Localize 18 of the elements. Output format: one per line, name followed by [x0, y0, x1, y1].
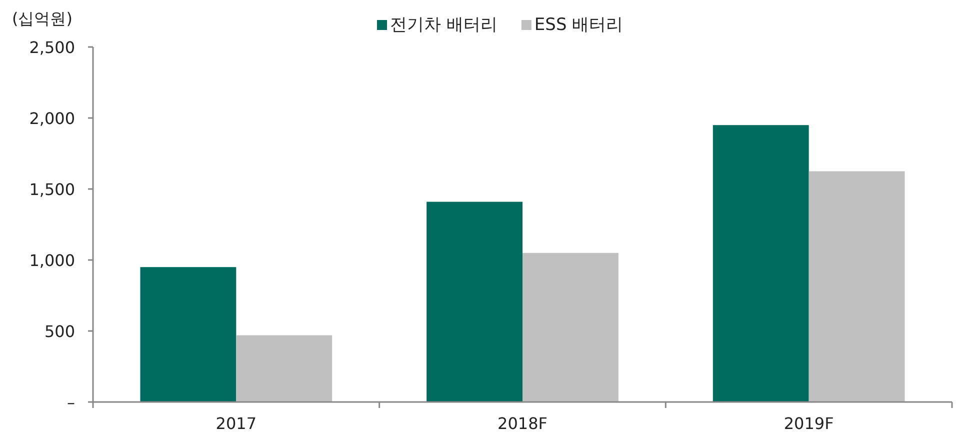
bar	[426, 202, 522, 402]
x-tick-label: 2017	[216, 414, 257, 432]
bar	[808, 171, 905, 402]
y-tick-label: 1,500	[29, 180, 75, 199]
x-tick-label: 2019F	[784, 414, 834, 432]
y-tick-label: 500	[44, 322, 75, 341]
y-tick-label: 1,000	[29, 251, 75, 270]
bar	[140, 267, 236, 402]
bar	[236, 335, 332, 402]
y-axis-title: (십억원)	[12, 9, 72, 28]
y-tick-label: 2,500	[29, 38, 75, 57]
y-tick-label: –	[67, 393, 75, 412]
x-tick-label: 2018F	[498, 414, 548, 432]
legend-label: 전기차 배터리	[390, 15, 498, 35]
bar	[712, 125, 809, 402]
legend-label: ESS 배터리	[534, 15, 624, 35]
y-tick-label: 2,000	[29, 109, 75, 128]
bar	[522, 252, 618, 402]
